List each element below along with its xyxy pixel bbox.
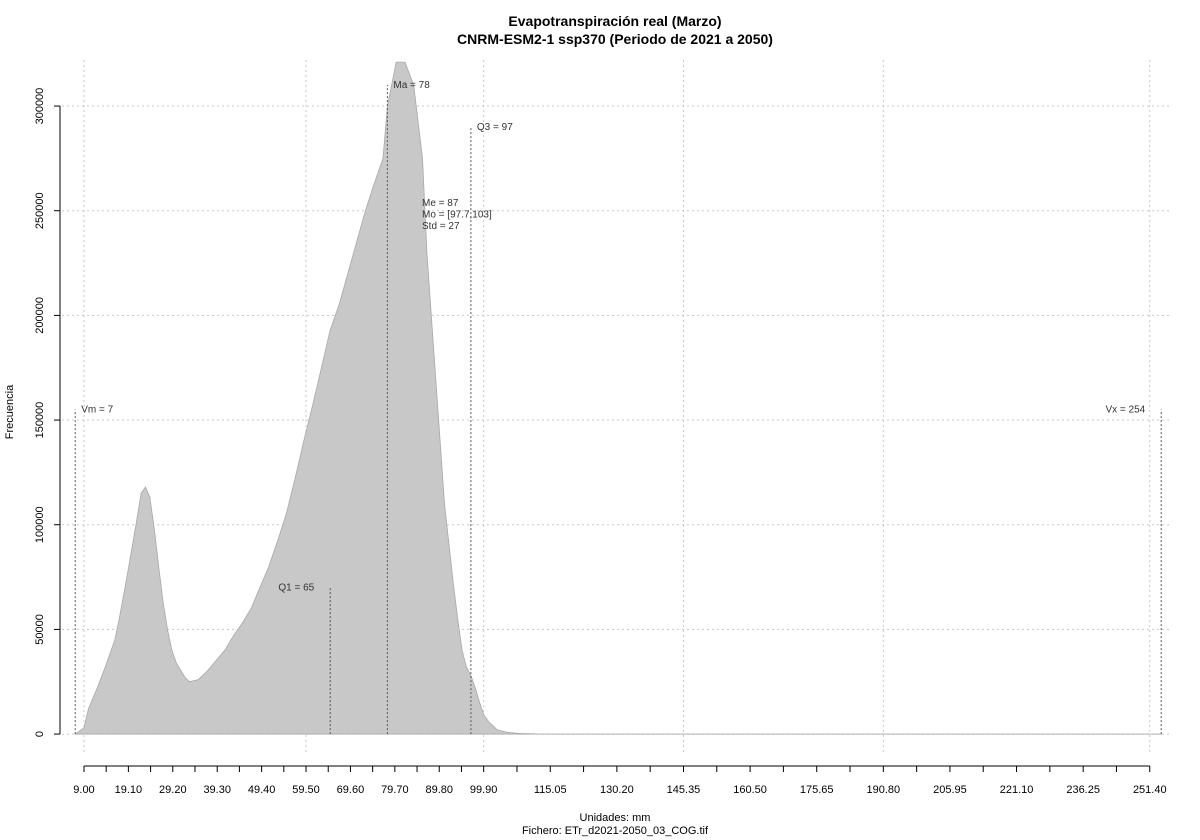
marker-label: Vx = 254 xyxy=(1105,405,1145,416)
y-axis: 0 50000 100000 150000 200000 250000 300000 xyxy=(34,88,61,737)
y-tick-label: 0 xyxy=(34,731,46,737)
stats-line: Std = 27 xyxy=(422,221,460,232)
x-tick-label: 39.30 xyxy=(203,784,231,796)
x-tick-label: 59.50 xyxy=(292,784,320,796)
x-tick-label: 29.20 xyxy=(159,784,187,796)
marker-label: Q3 = 97 xyxy=(477,122,513,133)
x-tick-label: 175.65 xyxy=(800,784,834,796)
x-tick-label: 99.90 xyxy=(470,784,498,796)
x-axis: 9.00 19.10 29.20 39.30 49.40 59.50 69.60 79.70 8… xyxy=(73,765,1167,796)
file-footer: Fichero: ETr_d2021-2050_03_COG.tif xyxy=(522,825,709,837)
x-tick-label: 89.80 xyxy=(425,784,453,796)
x-tick-label: 221.10 xyxy=(1000,784,1034,796)
y-axis-label: Frecuencia xyxy=(4,384,16,439)
y-tick-label: 250000 xyxy=(34,192,46,229)
x-axis-label: Unidades: mm xyxy=(580,812,651,824)
chart-title: Evapotranspiración real (Marzo) xyxy=(508,13,721,29)
x-tick-label: 160.50 xyxy=(733,784,767,796)
x-tick-label: 205.95 xyxy=(933,784,967,796)
x-tick-label: 69.60 xyxy=(337,784,365,796)
marker-label: Ma = 78 xyxy=(393,80,430,91)
x-tick-label: 79.70 xyxy=(381,784,409,796)
y-tick-label: 50000 xyxy=(34,614,46,645)
markers: Vm = 7 Q1 = 65 Ma = 78 Q3 = 97 Vx = 254 xyxy=(74,80,1162,735)
y-tick-label: 150000 xyxy=(34,402,46,439)
x-tick-label: 251.40 xyxy=(1133,784,1167,796)
y-tick-label: 200000 xyxy=(34,297,46,334)
x-tick-label: 19.10 xyxy=(115,784,143,796)
stats-line: Me = 87 xyxy=(422,198,459,209)
x-tick-label: 190.80 xyxy=(866,784,900,796)
stats-line: Mo = [97.7,103] xyxy=(422,210,492,221)
x-tick-label: 130.20 xyxy=(600,784,634,796)
chart-subtitle: CNRM-ESM2-1 ssp370 (Periodo de 2021 a 20… xyxy=(457,31,773,47)
plot-area xyxy=(74,61,1162,735)
x-tick-label: 145.35 xyxy=(667,784,701,796)
marker-label: Q1 = 65 xyxy=(278,583,314,594)
grid xyxy=(62,60,1170,755)
y-tick-label: 300000 xyxy=(34,88,46,125)
x-tick-label: 236.25 xyxy=(1066,784,1100,796)
x-tick-label: 9.00 xyxy=(73,784,94,796)
density-area xyxy=(74,61,1162,735)
y-tick-label: 100000 xyxy=(34,506,46,543)
x-tick-label: 49.40 xyxy=(248,784,276,796)
x-tick-label: 115.05 xyxy=(534,784,567,796)
marker-label: Vm = 7 xyxy=(81,405,113,416)
